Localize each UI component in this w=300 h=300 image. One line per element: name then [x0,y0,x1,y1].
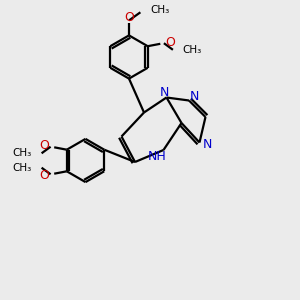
Text: O: O [39,169,49,182]
Text: O: O [39,139,49,152]
Text: CH₃: CH₃ [150,5,169,15]
Text: N: N [190,90,199,104]
Text: NH: NH [148,149,167,163]
Text: CH₃: CH₃ [13,148,32,158]
Text: CH₃: CH₃ [182,45,202,55]
Text: O: O [166,36,176,49]
Text: N: N [159,85,169,99]
Text: CH₃: CH₃ [13,163,32,173]
Text: N: N [203,138,213,152]
Text: O: O [124,11,134,24]
